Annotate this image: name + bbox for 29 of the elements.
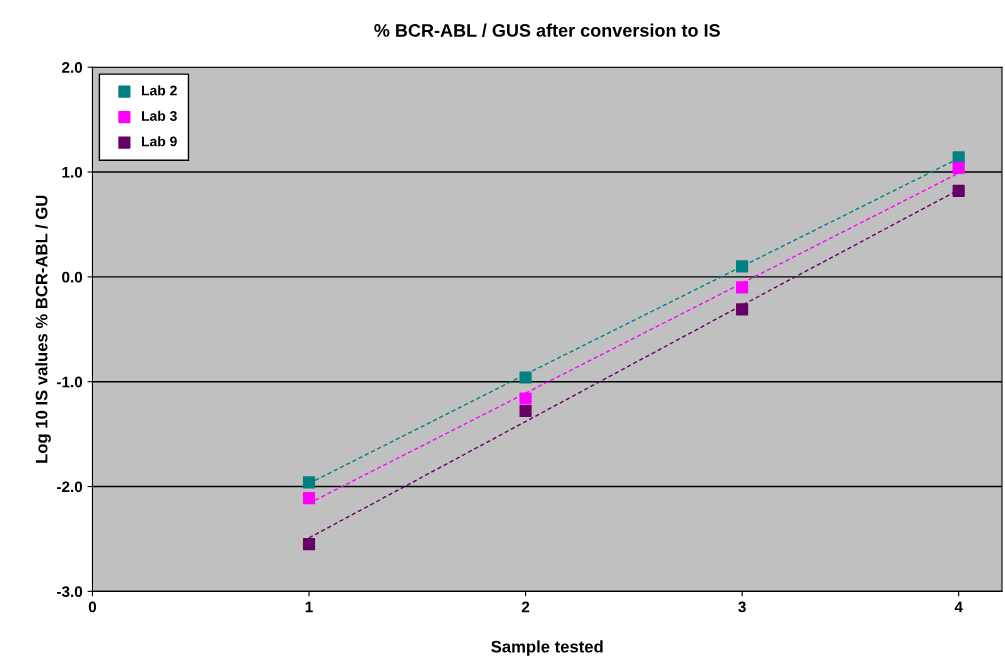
x-tick-label: 4 — [954, 601, 963, 613]
point — [519, 392, 532, 405]
x-tick-label: 1 — [305, 601, 313, 613]
point — [302, 538, 316, 551]
point — [519, 371, 532, 384]
y-axis-title: Log 10 IS values % BCR-ABL / GU — [35, 195, 51, 463]
point — [736, 303, 749, 316]
point — [736, 281, 749, 294]
x-tick-label: 3 — [738, 601, 746, 613]
y-tick-label: -1.0 — [57, 376, 83, 388]
y-tick-label: 0.0 — [62, 271, 83, 283]
x-axis-title: Sample tested — [491, 640, 603, 656]
legend-label: Lab 9 — [142, 136, 177, 147]
x-tick-label: 2 — [521, 601, 530, 613]
chart-title: % BCR-ABL / GUS after conversion to IS — [374, 23, 720, 38]
y-tick-label: -3.0 — [57, 586, 83, 598]
point — [302, 491, 316, 505]
y-tick-label: 1.0 — [62, 166, 83, 178]
point — [302, 476, 316, 489]
y-tick-label: -2.0 — [57, 481, 83, 493]
x-tick-label: 0 — [88, 601, 97, 613]
point — [952, 161, 965, 174]
point — [952, 184, 965, 197]
legend-label: Lab 2 — [142, 85, 177, 96]
point — [736, 260, 749, 273]
y-tick-label: 2.0 — [62, 62, 83, 73]
legend-label: Lab 3 — [142, 110, 177, 121]
point — [952, 151, 965, 164]
point — [519, 404, 532, 418]
